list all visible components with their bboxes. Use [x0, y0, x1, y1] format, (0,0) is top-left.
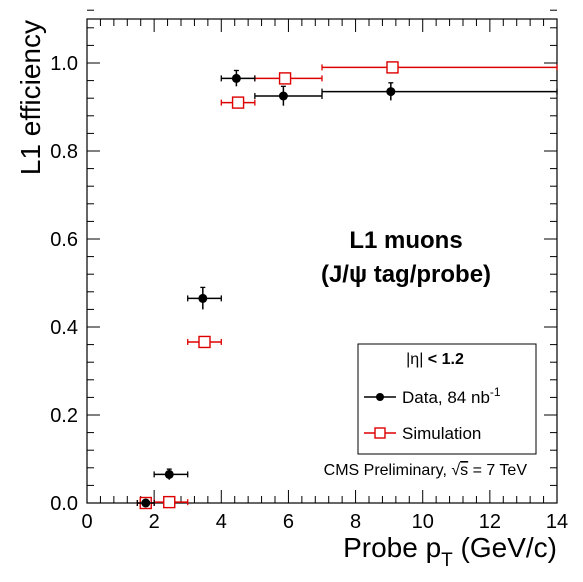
cms-note-prefix: CMS Preliminary, — [324, 462, 452, 479]
simulation-point — [321, 61, 558, 74]
plot-frame — [86, 18, 558, 504]
legend-label-sim: Simulation — [402, 424, 481, 443]
axis-ticks — [86, 9, 558, 504]
simulation-point — [254, 72, 323, 85]
data-marker — [231, 73, 241, 83]
data-marker — [278, 91, 288, 101]
data-point — [321, 82, 558, 101]
data-point — [136, 498, 155, 508]
legend-sim-square — [374, 427, 386, 439]
legend-label-data: Data, 84 nb-1 — [402, 385, 501, 407]
y-tick-label: 1.0 — [50, 53, 78, 75]
data-point — [153, 468, 189, 480]
simulation-marker — [386, 61, 399, 74]
data-point — [254, 85, 323, 106]
legend-label-data-sup: -1 — [490, 385, 501, 399]
y-tick-label: 0.4 — [50, 317, 78, 339]
x-tick-label: 4 — [216, 511, 227, 533]
cms-note-suffix: = 7 TeV — [468, 462, 527, 479]
simulation-point — [220, 96, 256, 109]
data-point — [220, 69, 256, 87]
x-tick-label: 0 — [81, 511, 92, 533]
legend-title: |η| < 1.2 — [406, 351, 464, 368]
y-tick-label: 0.6 — [50, 229, 78, 251]
data-point — [187, 286, 222, 310]
y-axis-title: L1 efficiency — [15, 20, 46, 175]
data-marker — [198, 293, 208, 303]
simulation-point — [153, 495, 189, 509]
legend-marker-data — [364, 393, 396, 401]
data-marker — [164, 469, 174, 479]
x-tick-label: 6 — [283, 511, 294, 533]
legend: |η| < 1.2 Data, 84 nb-1 Simulation — [357, 343, 537, 455]
simulation-marker — [163, 495, 176, 509]
x-tick-label: 12 — [479, 511, 501, 533]
legend-title-abs: |η| — [406, 351, 423, 368]
legend-box — [357, 343, 537, 455]
legend-title-cut: < 1.2 — [423, 351, 464, 368]
y-tick-label: 0.0 — [50, 493, 78, 515]
x-tick-label: 2 — [149, 511, 160, 533]
cms-note-s: s — [460, 462, 468, 479]
series-data — [136, 69, 558, 508]
x-axis-title-unit: (GeV/c) — [453, 532, 557, 563]
x-axis-title-sub: T — [441, 550, 453, 571]
simulation-marker — [231, 96, 245, 109]
x-axis-title-main: Probe p — [343, 532, 441, 563]
legend-marker-sim — [364, 427, 396, 439]
x-tick-label: 10 — [412, 511, 434, 533]
x-tick-label: 14 — [546, 511, 568, 533]
y-tick-labels: 0.0 0.2 0.4 0.6 0.8 1.0 — [50, 53, 78, 515]
data-marker — [141, 498, 151, 508]
series-layer — [136, 61, 558, 510]
data-marker — [386, 87, 396, 97]
simulation-marker — [198, 335, 211, 349]
y-tick-label: 0.8 — [50, 141, 78, 163]
legend-data-circle — [376, 393, 384, 401]
x-tick-label: 8 — [350, 511, 361, 533]
cms-note: CMS Preliminary, √s = 7 TeV — [324, 462, 528, 479]
cms-note-sqrt: √ — [451, 462, 460, 479]
x-axis-title: Probe pT (GeV/c) — [343, 532, 557, 571]
simulation-point — [187, 335, 222, 349]
y-tick-label: 0.2 — [50, 405, 78, 427]
header-line-1: L1 muons — [349, 227, 462, 254]
legend-label-data-text: Data, 84 nb — [402, 388, 490, 407]
header-line-2: (J/ψ tag/probe) — [321, 261, 491, 288]
simulation-marker — [278, 72, 292, 85]
x-tick-labels: 0 2 4 6 8 10 12 14 — [81, 511, 568, 533]
